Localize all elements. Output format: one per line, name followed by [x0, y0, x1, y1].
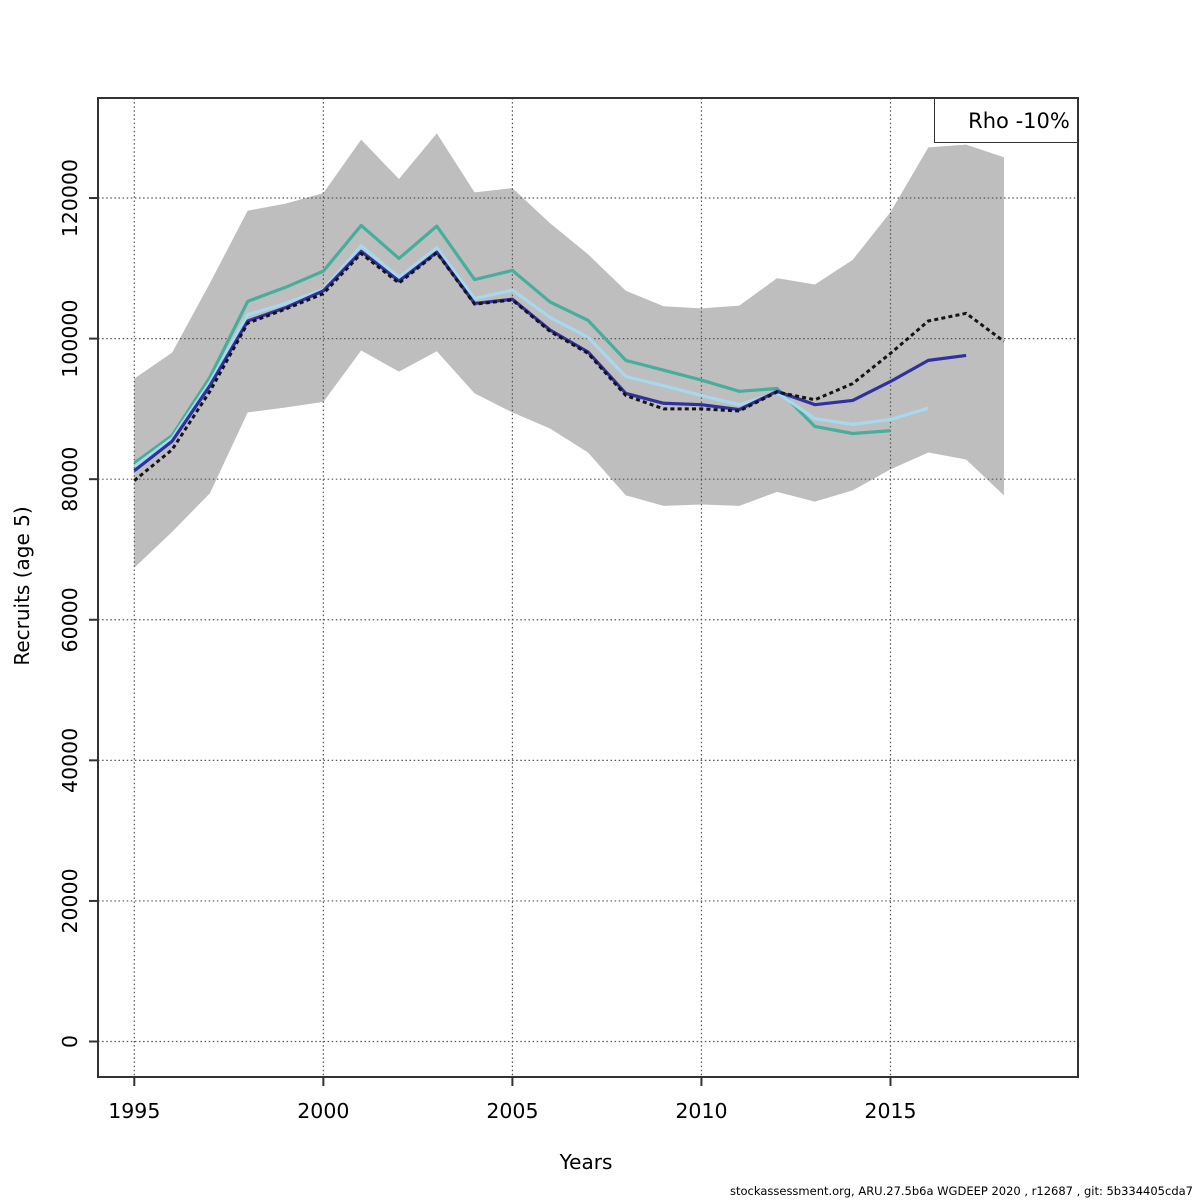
x-tick-label: 2000	[297, 1099, 349, 1123]
y-axis-title: Recruits (age 5)	[10, 506, 34, 666]
y-tick-label: 120000	[58, 159, 82, 237]
series-retro-peel-2015	[133, 223, 891, 465]
x-tick-label: 2015	[864, 1099, 916, 1123]
confidence-region	[134, 133, 1004, 568]
footer-credit: stockassessment.org, ARU.27.5b6a WGDEEP …	[730, 1184, 1193, 1198]
y-tick-label: 60000	[58, 587, 82, 652]
y-tick-label: 100000	[58, 299, 82, 377]
y-tick-label: 20000	[58, 868, 82, 933]
x-tick-label: 1995	[108, 1099, 160, 1123]
legend-label: Rho -10%	[968, 108, 1070, 133]
plot-border	[97, 97, 1079, 1078]
y-tick-label: 80000	[58, 447, 82, 512]
legend-box: Rho -10%	[934, 98, 1078, 143]
y-tick-label: 0	[58, 1035, 82, 1048]
x-tick-label: 2005	[486, 1099, 538, 1123]
x-axis-title: Years	[559, 1150, 613, 1174]
x-tick-label: 2010	[675, 1099, 727, 1123]
series-retro-peel-2016	[133, 244, 929, 468]
y-tick-label: 40000	[58, 728, 82, 793]
